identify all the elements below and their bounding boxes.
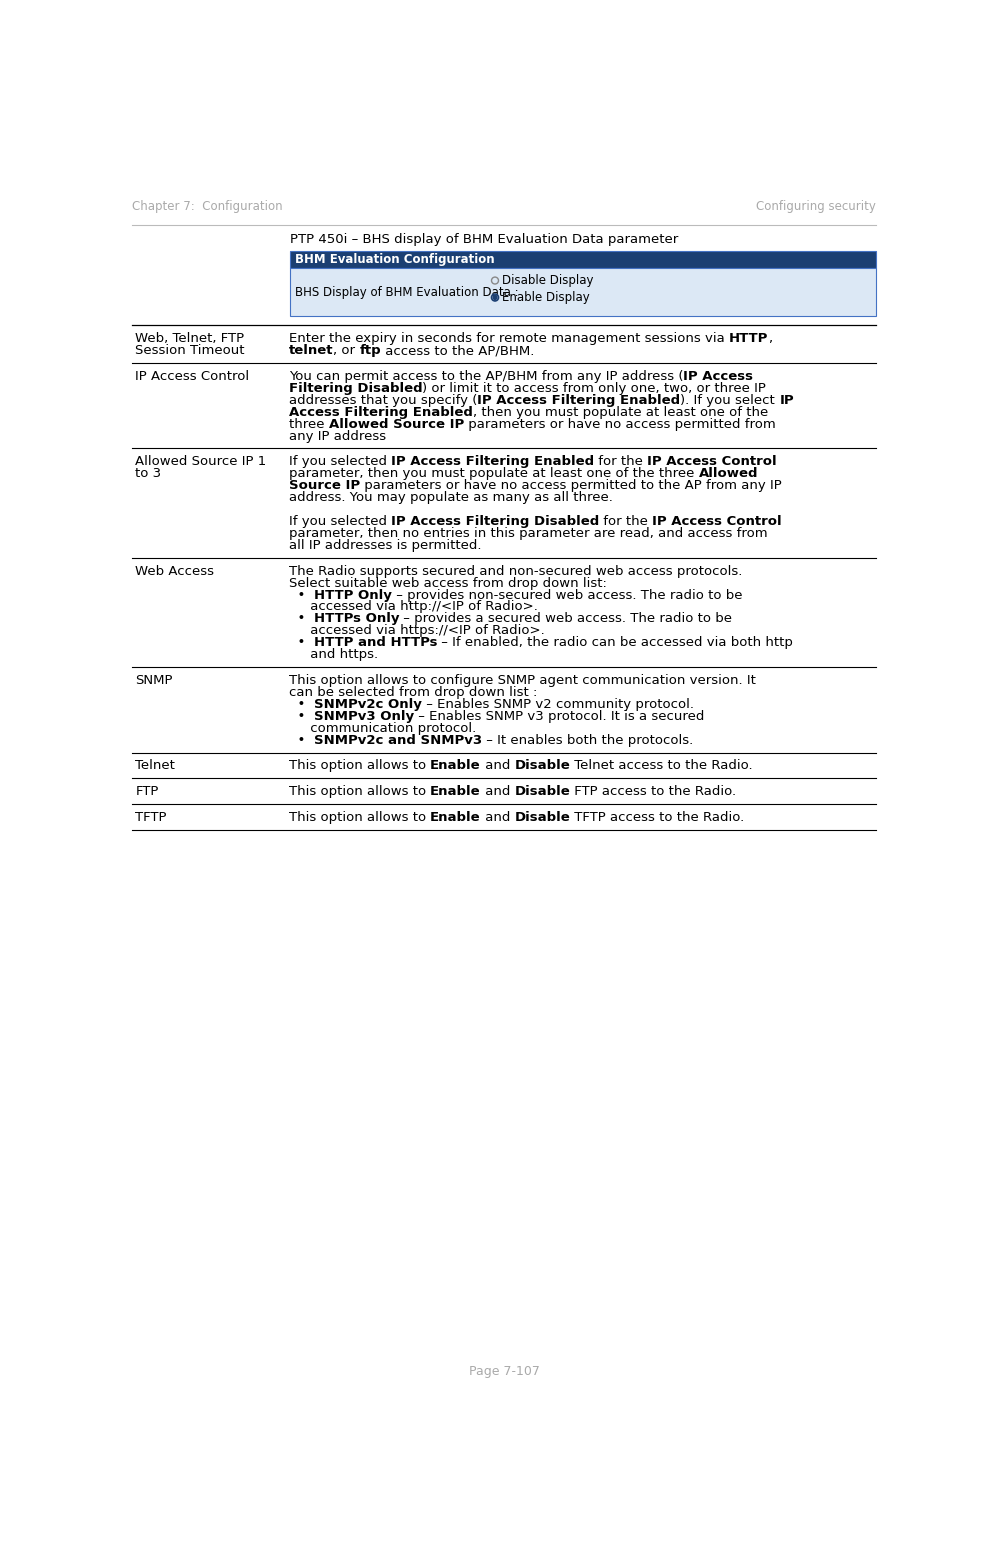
Text: Enable Display: Enable Display <box>502 291 589 303</box>
Text: ) or limit it to access from only one, two, or three IP: ) or limit it to access from only one, t… <box>422 383 767 395</box>
Text: Web Access: Web Access <box>136 564 215 577</box>
Text: •: • <box>289 734 314 746</box>
Text: FTP: FTP <box>136 785 158 798</box>
Text: IP Access Filtering Enabled: IP Access Filtering Enabled <box>391 456 594 468</box>
Text: Filtering Disabled: Filtering Disabled <box>289 383 422 395</box>
Text: and: and <box>481 812 515 824</box>
Text: and: and <box>481 759 515 773</box>
Text: •: • <box>289 636 314 650</box>
Text: BHM Evaluation Configuration: BHM Evaluation Configuration <box>295 253 495 266</box>
Text: Enable: Enable <box>430 812 481 824</box>
Text: – provides non-secured web access. The radio to be: – provides non-secured web access. The r… <box>392 588 742 602</box>
Text: telnet: telnet <box>289 344 334 358</box>
Text: SNMP: SNMP <box>136 673 173 687</box>
Text: ). If you select: ). If you select <box>680 393 779 407</box>
Text: ,: , <box>769 333 772 345</box>
Text: HTTP Only: HTTP Only <box>314 588 392 602</box>
Text: This option allows to: This option allows to <box>289 812 430 824</box>
Text: and https.: and https. <box>289 648 378 661</box>
Text: Telnet access to the Radio.: Telnet access to the Radio. <box>570 759 753 773</box>
Text: IP Access Control: IP Access Control <box>652 515 782 529</box>
Text: HTTP: HTTP <box>729 333 769 345</box>
Text: SNMPv2c Only: SNMPv2c Only <box>314 698 421 711</box>
Text: Telnet: Telnet <box>136 759 175 773</box>
Text: TFTP: TFTP <box>136 812 167 824</box>
Text: ftp: ftp <box>359 344 381 358</box>
Text: IP Access Control: IP Access Control <box>647 456 777 468</box>
Text: •: • <box>289 613 314 625</box>
Text: IP Access: IP Access <box>683 370 754 383</box>
Text: , or: , or <box>334 344 359 358</box>
Text: Allowed: Allowed <box>699 466 758 480</box>
Text: Disable: Disable <box>515 812 570 824</box>
Bar <box>289 267 877 316</box>
Text: Enable: Enable <box>430 785 481 798</box>
Text: for the: for the <box>599 515 652 529</box>
Text: If you selected: If you selected <box>289 515 391 529</box>
Text: •: • <box>289 588 314 602</box>
Text: Enable: Enable <box>430 759 481 773</box>
Text: The Radio supports secured and non-secured web access protocols.: The Radio supports secured and non-secur… <box>289 564 742 577</box>
Text: HTTPs Only: HTTPs Only <box>314 613 400 625</box>
Text: This option allows to: This option allows to <box>289 785 430 798</box>
Text: to 3: to 3 <box>136 466 161 480</box>
Text: Configuring security: Configuring security <box>757 201 877 213</box>
Text: If you selected: If you selected <box>289 456 391 468</box>
Text: •: • <box>289 698 314 711</box>
Text: can be selected from drop down list :: can be selected from drop down list : <box>289 686 537 698</box>
Text: TFTP access to the Radio.: TFTP access to the Radio. <box>570 812 745 824</box>
Text: This option allows to: This option allows to <box>289 759 430 773</box>
Text: Disable: Disable <box>515 759 570 773</box>
Text: – It enables both the protocols.: – It enables both the protocols. <box>482 734 693 746</box>
Text: Access Filtering Enabled: Access Filtering Enabled <box>289 406 472 418</box>
Text: Allowed Source IP: Allowed Source IP <box>329 418 463 431</box>
Text: , then you must populate at least one of the: , then you must populate at least one of… <box>472 406 768 418</box>
Text: •: • <box>289 709 314 723</box>
Text: Web, Telnet, FTP: Web, Telnet, FTP <box>136 333 245 345</box>
Text: IP: IP <box>779 393 794 407</box>
Text: parameter, then no entries in this parameter are read, and access from: parameter, then no entries in this param… <box>289 527 768 540</box>
Text: PTP 450i – BHS display of BHM Evaluation Data parameter: PTP 450i – BHS display of BHM Evaluation… <box>289 233 678 246</box>
Text: Disable Display: Disable Display <box>502 274 593 288</box>
Text: all IP addresses is permitted.: all IP addresses is permitted. <box>289 540 481 552</box>
Text: – Enables SNMP v2 community protocol.: – Enables SNMP v2 community protocol. <box>421 698 694 711</box>
Text: accessed via https://<IP of Radio>.: accessed via https://<IP of Radio>. <box>289 625 544 638</box>
Text: You can permit access to the AP/BHM from any IP address (: You can permit access to the AP/BHM from… <box>289 370 683 383</box>
Text: Enter the expiry in seconds for remote management sessions via: Enter the expiry in seconds for remote m… <box>289 333 729 345</box>
Text: three: three <box>289 418 329 431</box>
Text: – Enables SNMP v3 protocol. It is a secured: – Enables SNMP v3 protocol. It is a secu… <box>414 709 705 723</box>
Text: IP Access Filtering Enabled: IP Access Filtering Enabled <box>477 393 680 407</box>
Text: parameter, then you must populate at least one of the three: parameter, then you must populate at lea… <box>289 466 699 480</box>
Text: Disable: Disable <box>515 785 570 798</box>
Text: Allowed Source IP 1: Allowed Source IP 1 <box>136 456 267 468</box>
Text: address. You may populate as many as all three.: address. You may populate as many as all… <box>289 491 613 504</box>
Text: – If enabled, the radio can be accessed via both http: – If enabled, the radio can be accessed … <box>437 636 793 650</box>
Text: SNMPv3 Only: SNMPv3 Only <box>314 709 414 723</box>
Text: SNMPv2c and SNMPv3: SNMPv2c and SNMPv3 <box>314 734 482 746</box>
Text: and: and <box>481 785 515 798</box>
Circle shape <box>493 295 497 300</box>
Text: accessed via http://<IP of Radio>.: accessed via http://<IP of Radio>. <box>289 600 537 614</box>
Text: access to the AP/BHM.: access to the AP/BHM. <box>381 344 534 358</box>
Text: parameters or have no access permitted to the AP from any IP: parameters or have no access permitted t… <box>360 479 781 493</box>
Text: Chapter 7:  Configuration: Chapter 7: Configuration <box>132 201 283 213</box>
Text: Source IP: Source IP <box>289 479 360 493</box>
Text: BHS Display of BHM Evaluation Data :: BHS Display of BHM Evaluation Data : <box>295 286 519 299</box>
Text: any IP address: any IP address <box>289 429 386 443</box>
Text: Session Timeout: Session Timeout <box>136 344 245 358</box>
Text: Select suitable web access from drop down list:: Select suitable web access from drop dow… <box>289 577 607 589</box>
Text: – provides a secured web access. The radio to be: – provides a secured web access. The rad… <box>400 613 732 625</box>
Text: HTTP and HTTPs: HTTP and HTTPs <box>314 636 437 650</box>
Text: IP Access Filtering Disabled: IP Access Filtering Disabled <box>391 515 599 529</box>
Text: for the: for the <box>594 456 647 468</box>
Text: communication protocol.: communication protocol. <box>289 722 476 736</box>
Text: FTP access to the Radio.: FTP access to the Radio. <box>570 785 736 798</box>
Text: IP Access Control: IP Access Control <box>136 370 250 383</box>
Text: parameters or have no access permitted from: parameters or have no access permitted f… <box>463 418 775 431</box>
Text: This option allows to configure SNMP agent communication version. It: This option allows to configure SNMP age… <box>289 673 756 687</box>
Text: addresses that you specify (: addresses that you specify ( <box>289 393 477 407</box>
Bar <box>289 252 877 267</box>
Text: Page 7-107: Page 7-107 <box>468 1365 540 1378</box>
